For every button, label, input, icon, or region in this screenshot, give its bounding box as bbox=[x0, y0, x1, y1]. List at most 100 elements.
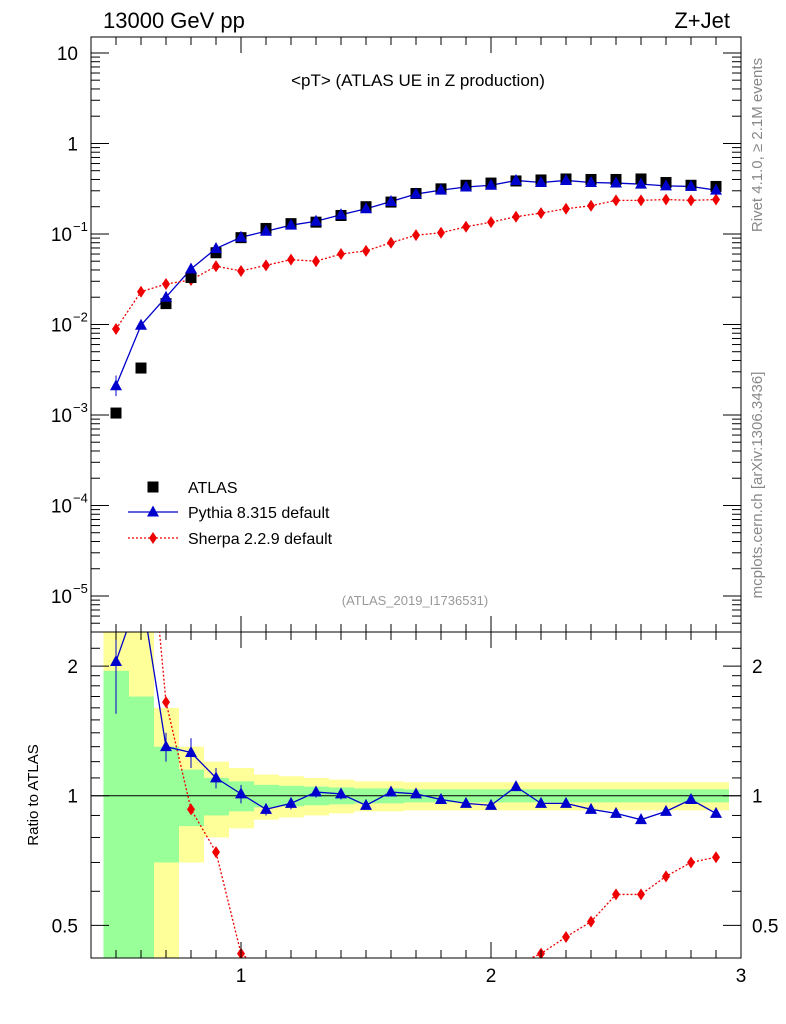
pythia-marker bbox=[160, 290, 172, 302]
legend-atlas-marker bbox=[147, 481, 159, 493]
pythia-marker bbox=[210, 242, 222, 254]
pythia-marker bbox=[285, 218, 297, 230]
atlas-marker bbox=[185, 272, 197, 284]
main-title: <pT> (ATLAS UE in Z production) bbox=[291, 71, 545, 90]
y-tick-label: 10 bbox=[51, 406, 72, 427]
sherpa-ratio-marker bbox=[637, 888, 645, 901]
pythia-marker bbox=[535, 176, 547, 188]
y-tick-label-exponent: −5 bbox=[73, 581, 88, 596]
legend-label: Pythia 8.315 default bbox=[188, 505, 330, 522]
y-tick-label: 10 bbox=[51, 225, 72, 246]
uncertainty-band-green bbox=[128, 696, 154, 958]
pythia-marker bbox=[135, 318, 147, 330]
sherpa-marker bbox=[587, 199, 595, 212]
x-tick-label: 1 bbox=[236, 966, 247, 987]
sherpa-marker bbox=[212, 260, 220, 273]
ratio-y-tick-label-right: 1 bbox=[752, 787, 763, 808]
legend-sherpa-marker bbox=[149, 532, 157, 544]
sherpa-ratio-marker bbox=[437, 997, 445, 1009]
ratio-y-tick-label-left: 1 bbox=[67, 787, 78, 808]
pythia-ratio-marker bbox=[285, 796, 297, 808]
pythia-marker bbox=[610, 176, 622, 188]
pythia-marker bbox=[660, 179, 672, 191]
pythia-marker bbox=[235, 230, 247, 242]
pythia-marker bbox=[560, 173, 572, 185]
sherpa-ratio-marker bbox=[337, 976, 345, 988]
sherpa-marker bbox=[337, 248, 345, 261]
sherpa-ratio-marker bbox=[312, 976, 320, 988]
atlas-marker bbox=[160, 298, 172, 310]
sherpa-ratio-marker bbox=[362, 1003, 370, 1015]
pythia-marker bbox=[510, 173, 522, 185]
ratio-panel: 2 2 1 1 0.5 0.5 1 2 3 Ratio to ATLAS bbox=[25, 426, 778, 1015]
pythia-ratio-marker bbox=[660, 804, 672, 816]
pythia-ratio-marker bbox=[510, 780, 522, 792]
x-tick-label: 3 bbox=[736, 966, 747, 987]
y-tick-label: 10 bbox=[51, 315, 72, 336]
sherpa-ratio-marker bbox=[412, 986, 420, 998]
y-tick-label: 10 bbox=[51, 496, 72, 517]
ratio-y-axis-label: Ratio to ATLAS bbox=[25, 744, 42, 845]
sherpa-line bbox=[115, 198, 717, 330]
main-x-ticks bbox=[90, 37, 742, 632]
pythia-ratio-marker bbox=[235, 787, 247, 799]
sherpa-marker bbox=[287, 253, 295, 266]
pythia-marker bbox=[485, 178, 497, 190]
sherpa-marker bbox=[612, 194, 620, 207]
sherpa-marker bbox=[112, 323, 120, 336]
pythia-ratio-marker bbox=[210, 771, 222, 783]
pythia-marker bbox=[585, 176, 597, 188]
legend-label: Sherpa 2.2.9 default bbox=[188, 531, 333, 548]
sherpa-marker bbox=[387, 236, 395, 249]
uncertainty-band-green bbox=[103, 670, 129, 958]
sherpa-marker bbox=[137, 285, 145, 298]
sherpa-ratio-marker bbox=[162, 696, 170, 709]
y-tick-label: 1 bbox=[67, 134, 78, 155]
uncertainty-band-green bbox=[178, 769, 204, 827]
sherpa-ratio-marker bbox=[212, 846, 220, 859]
pythia-marker bbox=[310, 214, 322, 226]
ratio-y-ticks: 2 2 1 1 0.5 0.5 bbox=[52, 647, 778, 937]
y-tick-label-exponent: −1 bbox=[73, 219, 88, 234]
legend-pythia-marker bbox=[147, 505, 159, 517]
pythia-marker bbox=[260, 224, 272, 236]
sherpa-ratio-marker bbox=[287, 961, 295, 973]
y-tick-label-exponent: −2 bbox=[73, 309, 88, 324]
pythia-ratio-marker bbox=[710, 806, 722, 818]
pythia-ratio-marker bbox=[535, 796, 547, 808]
pythia-marker bbox=[635, 177, 647, 189]
sherpa-ratio-marker bbox=[137, 426, 145, 438]
pythia-ratio-marker bbox=[610, 806, 622, 818]
sherpa-ratio-marker bbox=[712, 851, 720, 864]
ratio-plot-content bbox=[91, 426, 741, 1015]
sherpa-marker bbox=[462, 220, 470, 233]
pythia-ratio-marker bbox=[260, 802, 272, 814]
sherpa-ratio-marker bbox=[662, 870, 670, 883]
pythia-ratio-marker bbox=[585, 802, 597, 814]
y-tick-label-exponent: −3 bbox=[73, 400, 88, 415]
y-tick-label-exponent: −4 bbox=[73, 490, 88, 505]
y-tick-label: 10 bbox=[57, 44, 78, 65]
pythia-ratio-marker bbox=[410, 787, 422, 799]
main-plot-content bbox=[110, 173, 722, 419]
pythia-marker bbox=[335, 208, 347, 220]
legend: ATLAS Pythia 8.315 default Sherpa 2.2.9 de… bbox=[128, 480, 333, 548]
pythia-marker bbox=[385, 195, 397, 207]
sherpa-marker bbox=[537, 207, 545, 220]
pythia-ratio-marker bbox=[360, 798, 372, 810]
y-tick-label: 10 bbox=[51, 587, 72, 608]
sherpa-marker bbox=[687, 194, 695, 207]
header-energy-label: 13000 GeV pp bbox=[103, 8, 245, 33]
pythia-marker bbox=[685, 179, 697, 191]
sherpa-ratio-marker bbox=[512, 959, 520, 971]
sherpa-ratio-marker bbox=[187, 803, 195, 816]
sherpa-marker bbox=[487, 216, 495, 229]
sherpa-ratio-marker bbox=[262, 966, 270, 978]
sherpa-ratio-marker bbox=[387, 981, 395, 993]
sherpa-ratio-marker bbox=[687, 856, 695, 869]
sherpa-ratio-marker bbox=[462, 986, 470, 998]
sherpa-marker bbox=[162, 277, 170, 290]
pythia-ratio-marker bbox=[685, 793, 697, 805]
pythia-ratio-marker bbox=[185, 746, 197, 758]
